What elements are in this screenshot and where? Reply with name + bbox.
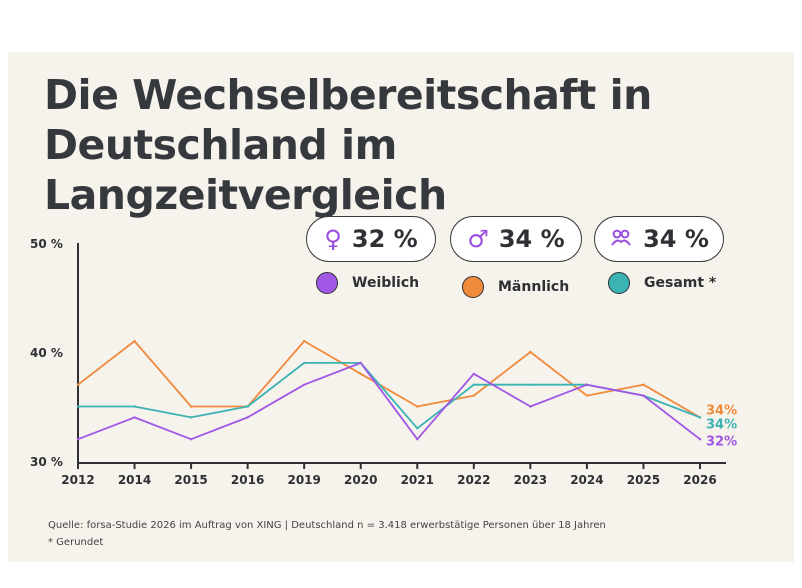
legend-swatch-gesamt [608, 272, 630, 294]
footnote: * Gerundet [48, 537, 104, 548]
x-tick-label: 2012 [61, 473, 94, 487]
legend-label-gesamt: Gesamt * [644, 275, 717, 291]
data-point [585, 394, 589, 397]
data-point [698, 438, 702, 441]
data-point [76, 405, 80, 408]
data-point [472, 372, 476, 375]
badge-male: ♂ 34 % [450, 216, 582, 262]
data-point [585, 383, 589, 386]
title-line-2: Deutschland im Langzeitvergleich [44, 121, 447, 219]
x-tick-label: 2023 [514, 473, 547, 487]
legend-label-maennlich: Männlich [498, 279, 570, 295]
data-point [472, 383, 476, 386]
source-note: Quelle: forsa-Studie 2026 im Auftrag von… [48, 520, 606, 531]
y-tick-label: 30 % [30, 455, 63, 469]
legend-item-weiblich: Weiblich [316, 272, 419, 294]
series-line-0 [77, 340, 701, 419]
data-point [133, 416, 136, 419]
data-point [529, 405, 532, 408]
end-value-label: 34% [706, 403, 737, 418]
badge-total: 34 % [594, 216, 724, 262]
data-point [133, 339, 136, 343]
y-tick-label: 40 % [30, 346, 63, 360]
data-point [698, 416, 702, 419]
x-tick-label: 2021 [401, 473, 434, 487]
x-tick-label: 2016 [231, 473, 264, 487]
x-tick-label: 2015 [174, 473, 207, 487]
data-point [416, 438, 419, 441]
data-point [416, 427, 419, 430]
legend-swatch-maennlich [462, 276, 484, 298]
data-point [529, 383, 532, 386]
x-tick-label: 2024 [570, 473, 603, 487]
data-point [189, 405, 193, 408]
x-tick-label: 2014 [118, 473, 151, 487]
x-tick-label: 2019 [287, 473, 320, 487]
x-tick-label: 2025 [627, 473, 660, 487]
legend-label-weiblich: Weiblich [352, 275, 420, 291]
end-value-label: 32% [706, 434, 737, 449]
data-point [76, 438, 80, 441]
data-point [529, 350, 532, 354]
badge-total-value: 34 % [643, 225, 709, 253]
legend-item-maennlich: Männlich [462, 276, 569, 298]
end-value-label: 34% [706, 417, 737, 432]
data-point [416, 405, 419, 408]
badge-male-value: 34 % [498, 225, 565, 253]
data-point [189, 416, 193, 419]
badge-female-value: 32 % [351, 225, 418, 253]
legend-item-gesamt: Gesamt * [608, 272, 716, 294]
data-point [246, 416, 249, 419]
series-line-2 [77, 361, 701, 441]
data-point [642, 383, 645, 386]
data-point [472, 394, 476, 397]
data-point [302, 339, 306, 343]
data-point [642, 394, 645, 397]
data-point [302, 383, 306, 386]
female-symbol-icon: ♀ [324, 225, 342, 253]
data-point [246, 405, 249, 408]
data-point [189, 438, 193, 441]
x-tick-label: 2022 [457, 473, 490, 487]
legend-swatch-weiblich [316, 272, 338, 294]
x-tick-label: 2020 [344, 473, 377, 487]
people-group-icon [609, 228, 633, 250]
badge-female: ♀ 32 % [306, 216, 436, 262]
data-point [133, 405, 136, 408]
x-tick-label: 2026 [683, 473, 716, 487]
series-line-1 [78, 361, 701, 430]
data-point [76, 383, 80, 386]
data-point [302, 361, 306, 365]
y-tick-label: 50 % [30, 237, 63, 251]
chart-card [8, 52, 794, 562]
chart-title: Die Wechselbereitschaft in Deutschland i… [44, 70, 784, 220]
data-point [359, 361, 362, 365]
data-point [359, 372, 362, 375]
title-line-1: Die Wechselbereitschaft in [44, 71, 652, 119]
male-symbol-icon: ♂ [467, 225, 489, 253]
